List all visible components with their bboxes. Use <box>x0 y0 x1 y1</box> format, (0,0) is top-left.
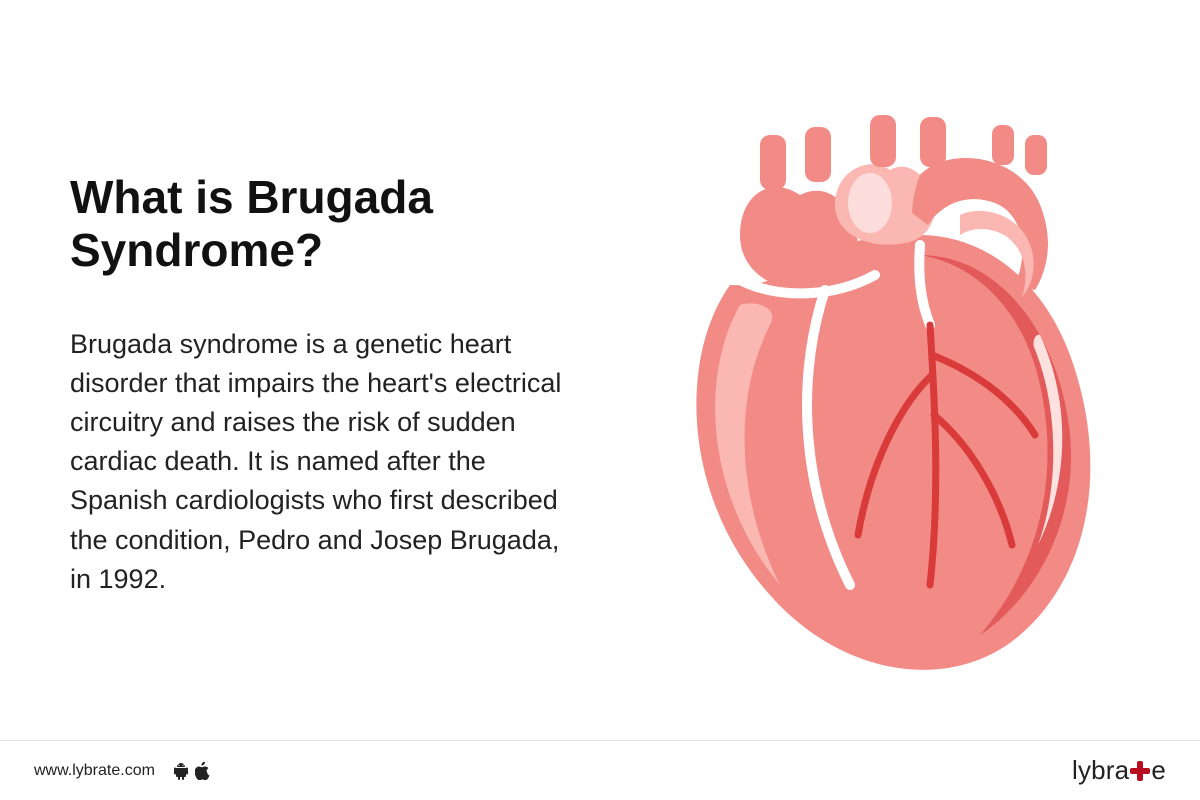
brand-logo: lybra e <box>1072 755 1166 786</box>
text-column: What is Brugada Syndrome? Brugada syndro… <box>70 171 610 599</box>
brand-plus-icon <box>1127 758 1153 784</box>
footer-left: www.lybrate.com <box>34 762 210 780</box>
brand-pre: lybra <box>1072 755 1129 786</box>
page-title: What is Brugada Syndrome? <box>70 171 580 277</box>
content-area: What is Brugada Syndrome? Brugada syndro… <box>0 0 1200 800</box>
brand-post: e <box>1151 755 1166 786</box>
body-text: Brugada syndrome is a genetic heart diso… <box>70 325 580 599</box>
footer-platform-icons <box>165 762 210 780</box>
footer-url: www.lybrate.com <box>34 762 155 780</box>
footer: www.lybrate.com lybra e <box>0 740 1200 800</box>
heart-icon <box>620 75 1140 695</box>
apple-icon <box>195 762 210 780</box>
illustration-column <box>610 75 1150 695</box>
android-icon <box>173 762 189 780</box>
